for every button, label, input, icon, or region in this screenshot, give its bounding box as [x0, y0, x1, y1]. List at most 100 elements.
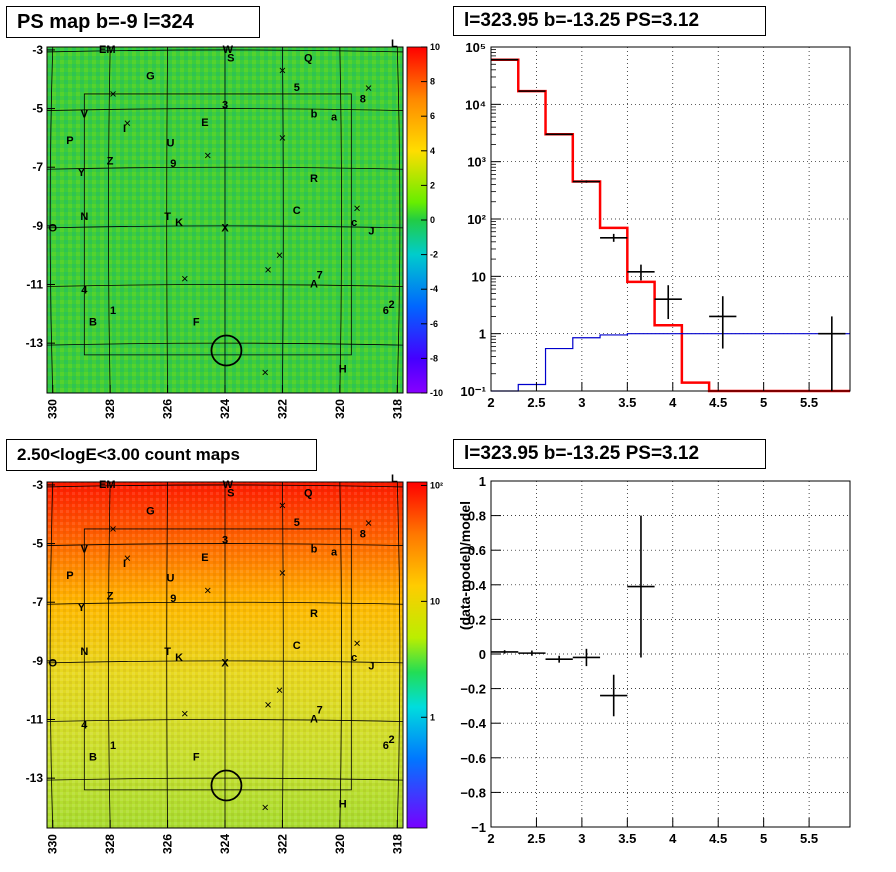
y-tick-label: 10⁵	[465, 40, 486, 55]
source-label: G	[146, 70, 155, 82]
source-label: I	[123, 123, 126, 135]
x-tick-label: 326	[161, 399, 175, 419]
source-cross	[276, 252, 283, 259]
source-cross	[354, 640, 360, 647]
source-label: 5	[294, 82, 300, 94]
residual-panel: 2 2.5 3 3.5 4 4.5 5 5.5 −1 −0.8 −0.6 −0.4 −0.2 0 0.2 0.…	[457, 474, 851, 846]
lon-grid-line	[108, 46, 111, 394]
source-label: S	[227, 53, 234, 65]
source-label: 6	[383, 740, 389, 752]
y-tick-label: 10⁻¹	[460, 384, 486, 399]
y-tick-label: −0.2	[460, 682, 486, 697]
y-tick-label: -11	[26, 278, 43, 292]
source-label: A	[310, 713, 318, 725]
x-tick-label: 4	[669, 831, 677, 846]
x-tick-label: 324	[218, 834, 232, 854]
x-tick-label: 5.5	[800, 395, 818, 410]
y-tick-label: 1	[479, 474, 486, 489]
source-label: W	[223, 479, 234, 491]
source-label: EM	[99, 44, 116, 56]
lon-grid-line	[339, 481, 342, 829]
source-cross	[365, 85, 372, 91]
x-tick-label: 318	[390, 834, 404, 854]
x-tick-label: 3.5	[618, 831, 636, 846]
y-tick-label: 0.8	[468, 509, 486, 524]
colorbar-tick-label: 4	[430, 146, 435, 156]
colorbar-tick-label: -8	[430, 353, 438, 363]
source-label: W	[223, 44, 234, 56]
roi-boundary	[83, 93, 352, 356]
x-tick-label: 330	[46, 399, 60, 419]
source-label: T	[164, 211, 171, 223]
source-label: R	[310, 608, 318, 620]
x-tick-label: 2	[487, 395, 494, 410]
source-label: E	[201, 117, 208, 129]
colorbar-tick-label: -4	[430, 284, 438, 294]
source-cross	[124, 120, 131, 127]
source-label: b	[311, 108, 318, 120]
spectrum-title: l=323.95 b=-13.25 PS=3.12	[453, 6, 766, 36]
source-label: 9	[170, 593, 176, 605]
source-cross	[110, 526, 116, 532]
lon-grid-line	[339, 46, 342, 394]
y-tick-label: −0.6	[460, 751, 486, 766]
source-cross	[204, 587, 211, 594]
x-tick-label: 320	[333, 834, 347, 854]
source-label: H	[339, 798, 347, 810]
y-tick-label: -7	[32, 160, 43, 174]
source-label: b	[311, 543, 318, 555]
x-tick-label: 318	[390, 399, 404, 419]
source-label: 8	[360, 94, 366, 106]
colorbar-tick-label: -2	[430, 250, 438, 260]
source-label: K	[175, 652, 183, 664]
lon-grid-line	[282, 481, 284, 829]
source-label: 4	[81, 719, 88, 731]
source-label: 8	[360, 529, 366, 541]
source-label: N	[80, 211, 88, 223]
x-tick-label: 328	[103, 399, 117, 419]
source-label: L	[391, 473, 398, 485]
source-cross	[110, 91, 116, 97]
y-tick-label: -3	[32, 478, 43, 492]
y-tick-label: 10²	[467, 212, 486, 227]
source-label: X	[221, 223, 229, 235]
y-tick-label: −0.4	[460, 716, 486, 731]
y-tick-label: -13	[26, 771, 44, 785]
source-label: Z	[107, 155, 114, 167]
colorbar-tick-label: -10	[430, 388, 443, 398]
y-tick-label: -11	[26, 713, 43, 727]
source-label: Q	[304, 488, 313, 500]
source-label: A	[310, 278, 318, 290]
source-label: O	[48, 223, 57, 235]
x-tick-label: 328	[103, 834, 117, 854]
y-axis-label: (data-model)/model	[457, 501, 473, 630]
source-label: Y	[78, 602, 86, 614]
source-label: EM	[99, 479, 116, 491]
source-label: U	[166, 573, 174, 585]
x-tick-label: 2.5	[527, 395, 545, 410]
count-map-title: 2.50<logE<3.00 count maps	[6, 439, 317, 471]
source-label: L	[391, 38, 398, 50]
colorbar-tick-label: -6	[430, 319, 438, 329]
source-label: 5	[294, 517, 300, 529]
source-cross	[265, 267, 271, 273]
source-cross	[279, 502, 286, 509]
source-label: T	[164, 646, 171, 658]
y-tick-label: -9	[32, 219, 43, 233]
lon-grid-line	[166, 481, 168, 829]
source-label: N	[80, 646, 88, 658]
source-label: S	[227, 488, 234, 500]
source-label: B	[89, 317, 97, 329]
source-label: 7	[317, 705, 323, 717]
source-label: F	[193, 752, 200, 764]
y-tick-label: -7	[32, 595, 43, 609]
ps-map-title: PS map b=-9 l=324	[6, 6, 260, 38]
source-label: F	[193, 317, 200, 329]
source-label: J	[368, 226, 374, 238]
x-tick-label: 4.5	[709, 831, 727, 846]
source-cross	[365, 520, 372, 526]
source-cross	[181, 275, 188, 282]
source-label: 3	[222, 535, 228, 547]
